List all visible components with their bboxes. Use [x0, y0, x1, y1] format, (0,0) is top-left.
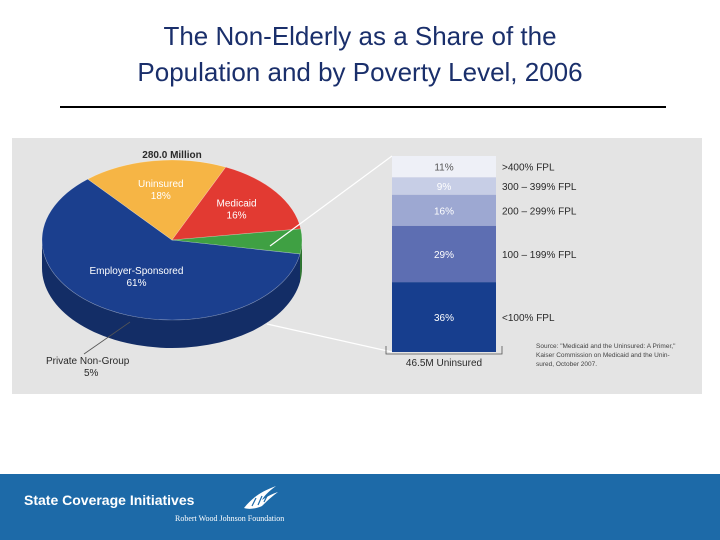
source-note-line-1: Kaiser Commission on Medicaid and the Un… — [536, 352, 670, 359]
pie-pct-employer-sponsored: 61% — [126, 278, 146, 289]
pie-pct-medicaid: 16% — [227, 210, 247, 221]
title-divider — [60, 106, 666, 108]
pie-total-label: 280.0 Million — [142, 150, 201, 161]
bar-value-label-1: 9% — [437, 182, 452, 193]
pie-slice-private-non-group — [171, 228, 303, 255]
bar-segment-1 — [392, 177, 496, 195]
bar-value-label-4: 36% — [434, 313, 454, 324]
bar-value-label-3: 29% — [434, 250, 454, 261]
bar-segment-4 — [392, 282, 496, 352]
pie-label-medicaid: Medicaid — [217, 198, 257, 209]
bar-value-label-0: 11% — [434, 163, 453, 174]
pie-slice-employer-sponsored — [41, 178, 301, 321]
bar-segment-2 — [392, 194, 496, 226]
connector-line-top — [269, 155, 393, 247]
eagle-logo-icon — [244, 486, 278, 509]
footer-bar: State Coverage Initiatives Robert Wood J… — [0, 474, 720, 540]
pie-label-uninsured: Uninsured — [138, 179, 184, 190]
pie-label-employer-sponsored: Employer-Sponsored — [89, 266, 183, 277]
bar-category-label-2: 200 – 299% FPL — [502, 206, 577, 217]
pie-slice-uninsured — [87, 159, 227, 241]
bar-bracket — [385, 346, 503, 355]
pie-pct-uninsured: 18% — [151, 191, 171, 202]
slide-title: The Non-Elderly as a Share of the Popula… — [0, 18, 720, 90]
bar-segment-3 — [392, 225, 496, 283]
bar-value-label-2: 16% — [434, 206, 454, 217]
pie-slice-medicaid — [171, 166, 302, 241]
connector-line-bottom — [266, 323, 393, 353]
footer-subtitle: Robert Wood Johnson Foundation — [175, 514, 285, 523]
source-note-line-0: Source: "Medicaid and the Uninsured: A P… — [536, 343, 676, 350]
bar-category-label-1: 300 – 399% FPL — [502, 182, 577, 193]
bar-category-label-3: 100 – 199% FPL — [502, 250, 577, 261]
title-line-1: The Non-Elderly as a Share of the — [163, 21, 557, 51]
footer-title: State Coverage Initiatives — [24, 492, 195, 508]
pie-side-employer-sponsored — [42, 240, 301, 348]
pie-label-private-non-group: Private Non-Group — [46, 356, 130, 367]
bar-category-label-0: >400% FPL — [502, 163, 555, 174]
chart-panel: 280.0 Million Employer-Sponsored 61% Uninsu… — [12, 138, 702, 394]
bar-category-label-4: <100% FPL — [502, 313, 555, 324]
pie-side-private-non-group — [300, 240, 302, 282]
pie-pct-private-non-group: 5% — [84, 368, 99, 379]
bar-segment-0 — [392, 156, 496, 178]
source-note-line-2: sured, October 2007. — [536, 361, 597, 368]
title-line-2: Population and by Poverty Level, 2006 — [137, 57, 583, 87]
bar-xlabel: 46.5M Uninsured — [406, 358, 482, 369]
pie-leader-line — [83, 321, 131, 355]
